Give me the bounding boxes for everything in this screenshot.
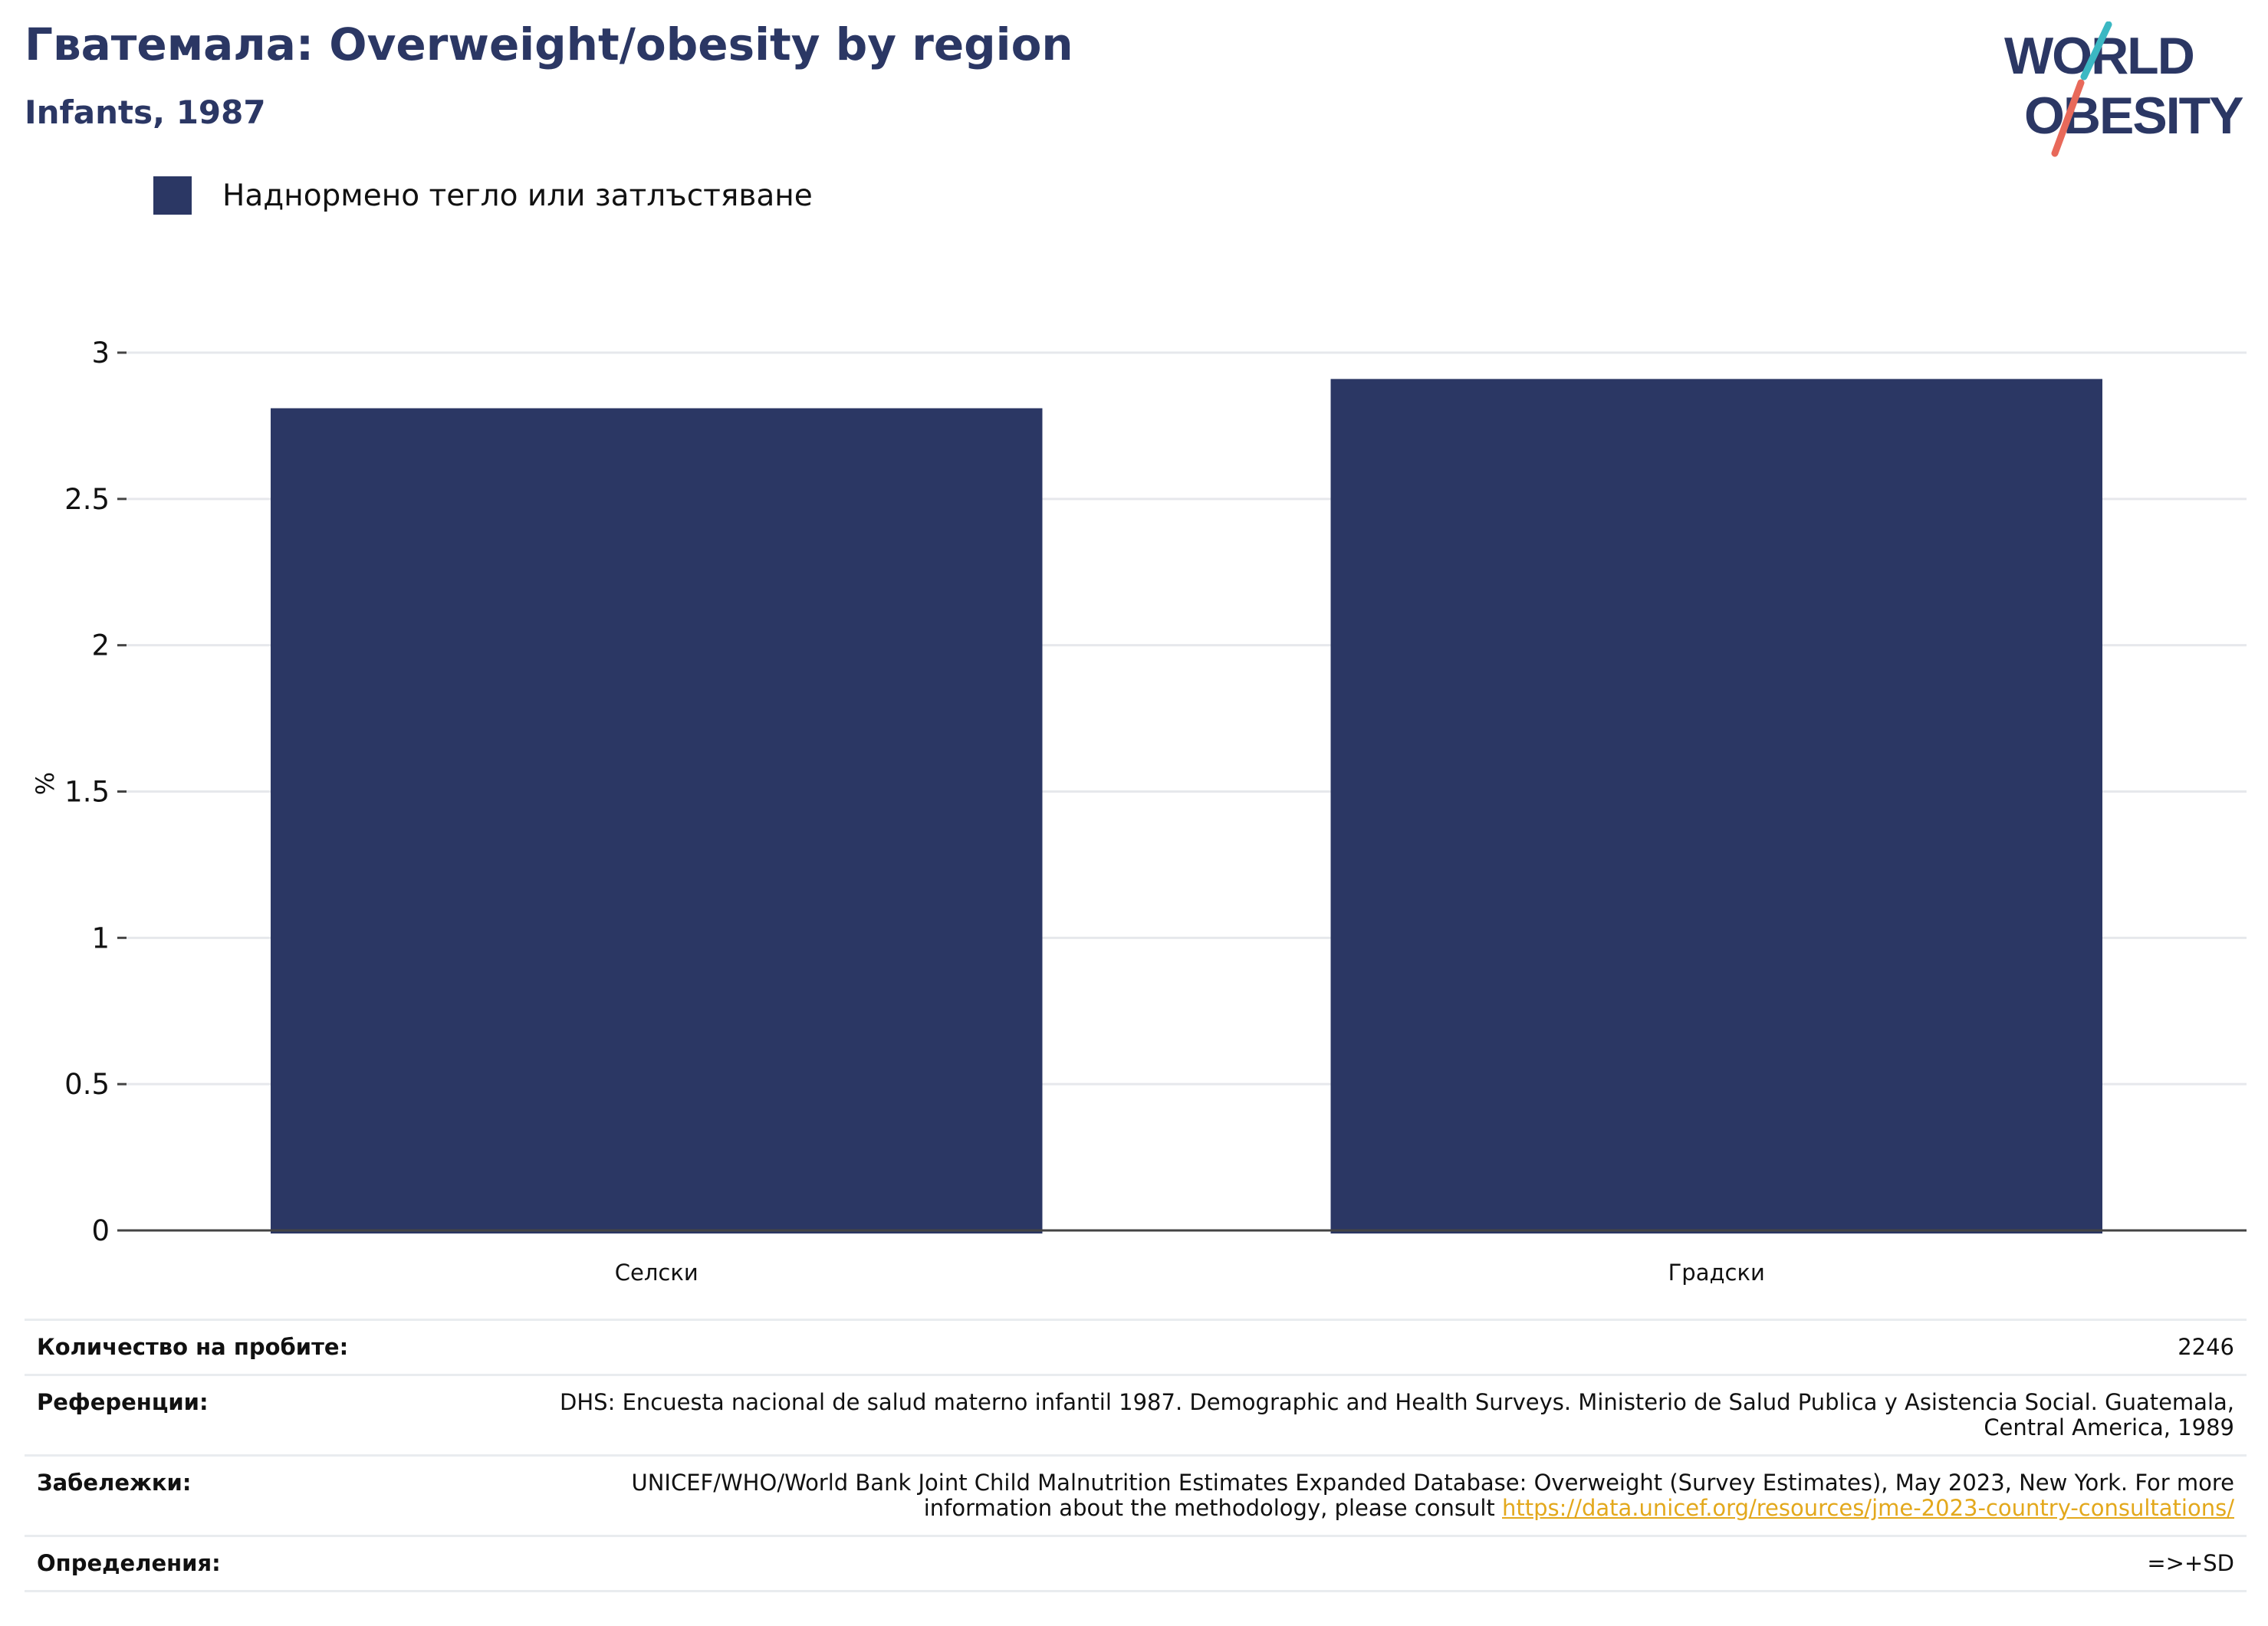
footer-row-definitions: Определения: =>+SD <box>25 1535 2247 1592</box>
y-tick-label: 3 <box>91 337 110 370</box>
footer-value-definitions: =>+SD <box>509 1535 2247 1592</box>
footer-row-notes: Забележки: UNICEF/WHO/World Bank Joint C… <box>25 1454 2247 1537</box>
x-tick-label: Градски <box>1668 1260 1765 1286</box>
y-tick-label: 0.5 <box>64 1068 110 1101</box>
y-tick-label: 2.5 <box>64 483 110 516</box>
footer-row-sample-size: Количество на пробите: 2246 <box>25 1319 2247 1376</box>
bars-layer <box>271 379 2102 1234</box>
chart-subtitle: Infants, 1987 <box>25 94 266 131</box>
footer-value-notes: UNICEF/WHO/World Bank Joint Child Malnut… <box>509 1454 2247 1537</box>
notes-text: UNICEF/WHO/World Bank Joint Child Malnut… <box>631 1470 2234 1521</box>
logo-text-obesity: OBESITY <box>2024 87 2243 145</box>
logo-slash-bottom <box>2051 79 2085 157</box>
footer-label-definitions: Определения: <box>25 1535 509 1592</box>
chart-title: Гватемала: Overweight/obesity by region <box>25 18 1073 71</box>
bar-chart: 0 0.5 1 1.5 2 2.5 3 Селски Градски % <box>31 337 2247 1286</box>
y-tick-label: 2 <box>91 629 110 662</box>
y-tick-label: 1 <box>91 921 110 954</box>
footer-value-sample-size: 2246 <box>509 1319 2247 1376</box>
bar[interactable] <box>271 408 1043 1234</box>
footer-label-sample-size: Количество на пробите: <box>25 1319 509 1376</box>
metadata-table: Количество на пробите: 2246 Референции: … <box>25 1319 2247 1592</box>
methodology-link[interactable]: https://data.unicef.org/resources/jme-20… <box>1502 1495 2234 1521</box>
chart-legend[interactable]: Наднормено тегло или затлъстяване <box>153 176 813 215</box>
y-tick-label: 1.5 <box>64 776 110 809</box>
axis-layer: 0 0.5 1 1.5 2 2.5 3 Селски Градски <box>64 337 2247 1286</box>
footer-label-notes: Забележки: <box>25 1454 509 1537</box>
y-tick-label: 0 <box>91 1214 110 1247</box>
legend-label: Наднормено тегло или затлъстяване <box>222 178 813 213</box>
logo-text-world: WORLD <box>2004 27 2194 85</box>
footer-row-references: Референции: DHS: Encuesta nacional de sa… <box>25 1374 2247 1457</box>
legend-swatch <box>153 176 192 215</box>
footer-label-references: Референции: <box>25 1374 509 1457</box>
y-axis-label: % <box>31 772 60 795</box>
footer-value-references: DHS: Encuesta nacional de salud materno … <box>509 1374 2247 1457</box>
bar[interactable] <box>1330 379 2102 1234</box>
world-obesity-logo: WORLD OBESITY <box>2004 21 2245 157</box>
x-tick-label: Селски <box>615 1260 698 1286</box>
logo-slash-top <box>2080 21 2112 80</box>
